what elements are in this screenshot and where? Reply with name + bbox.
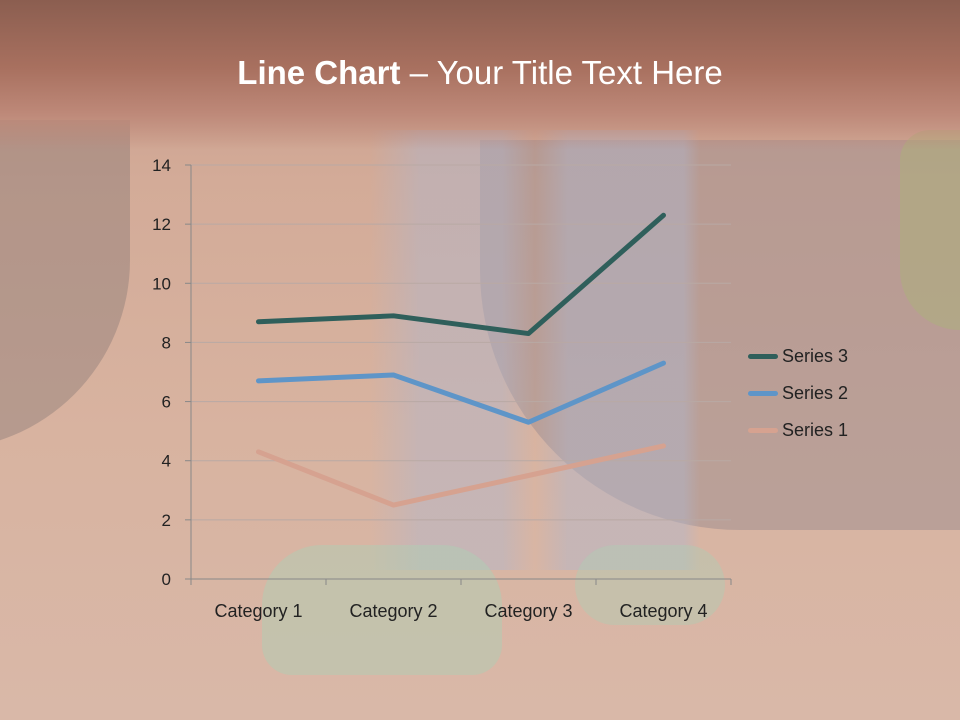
y-tick-label: 6 [162, 393, 171, 412]
legend-swatch [748, 354, 778, 359]
y-tick-label: 14 [152, 156, 171, 175]
legend-item: Series 1 [748, 412, 848, 449]
title-bold: Line Chart [237, 54, 401, 91]
legend-item: Series 3 [748, 338, 848, 375]
legend-label: Series 1 [782, 420, 849, 440]
series-line-series-2 [256, 360, 666, 425]
legend-swatch [748, 391, 778, 396]
y-tick-label: 0 [162, 570, 171, 589]
chart-legend: Series 3 Series 2 Series 1 [748, 338, 848, 449]
legend-swatch [748, 428, 778, 433]
y-tick-label: 10 [152, 274, 171, 293]
y-tick-label: 2 [162, 511, 171, 530]
x-tick-label: Category 1 [214, 601, 302, 621]
series-line-series-1 [256, 443, 666, 508]
y-tick-label: 12 [152, 215, 171, 234]
x-tick-label: Category 2 [349, 601, 437, 621]
legend-label: Series 2 [782, 383, 849, 403]
legend-item: Series 2 [748, 375, 848, 412]
title-rest: – Your Title Text Here [400, 54, 723, 91]
y-tick-label: 8 [162, 333, 171, 352]
legend-label: Series 3 [782, 346, 849, 366]
x-tick-label: Category 3 [484, 601, 572, 621]
x-tick-label: Category 4 [619, 601, 707, 621]
series-line-series-3 [256, 212, 666, 337]
y-tick-label: 4 [162, 452, 171, 471]
slide-title: Line Chart – Your Title Text Here [0, 54, 960, 92]
